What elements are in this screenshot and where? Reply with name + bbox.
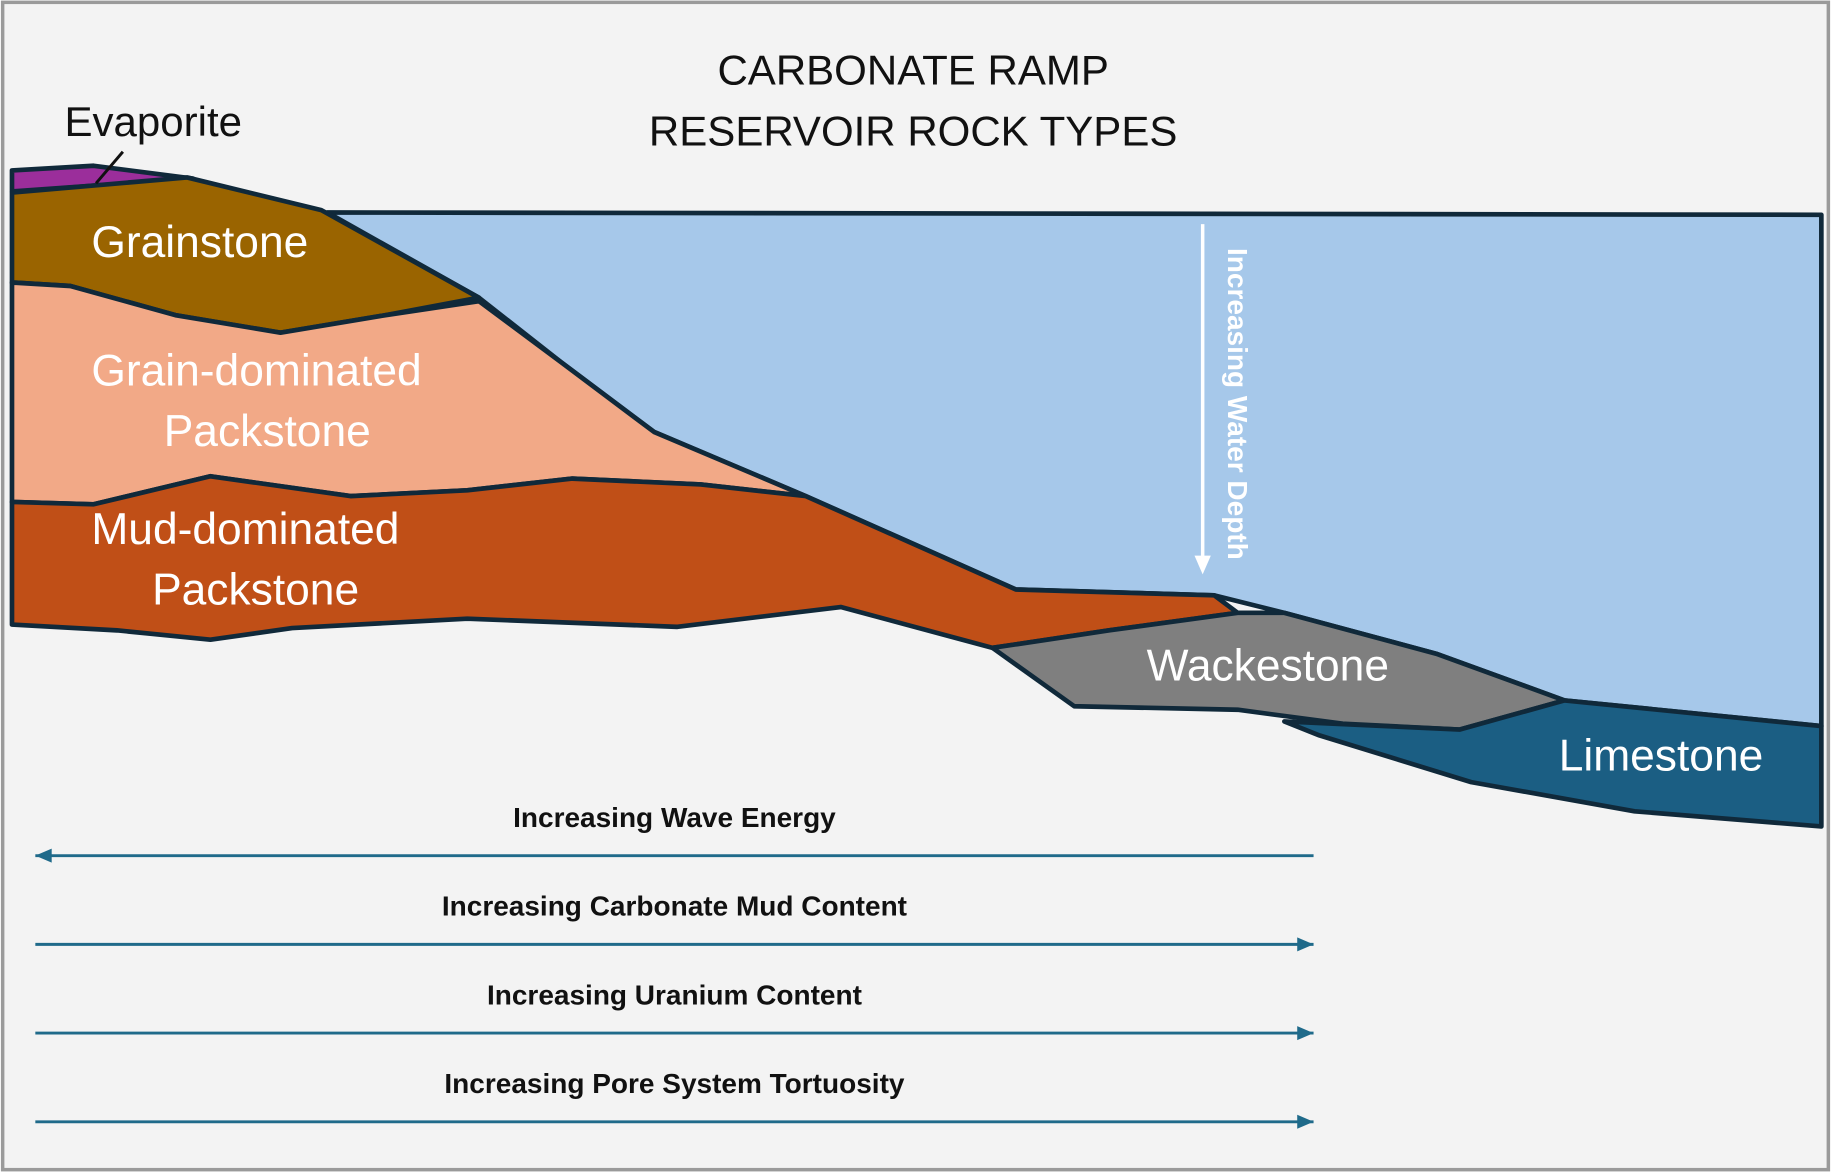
trend-arrowhead	[35, 848, 52, 863]
layer-label: Grain-dominated	[91, 346, 421, 395]
layer-label: Grainstone	[91, 218, 308, 267]
evaporite-pointer	[94, 150, 124, 185]
depth-label: Increasing Water Depth	[1222, 248, 1253, 560]
trend-arrowhead	[1297, 937, 1314, 952]
trend-label: Increasing Wave Energy	[513, 802, 836, 833]
layer-label: Limestone	[1559, 731, 1764, 780]
trend-arrowhead	[1297, 1026, 1314, 1041]
trend-label: Increasing Uranium Content	[487, 979, 862, 1010]
title-line: RESERVOIR ROCK TYPES	[649, 107, 1177, 154]
layer-label: Evaporite	[65, 98, 243, 145]
title-line: CARBONATE RAMP	[717, 47, 1108, 94]
layer-label: Packstone	[164, 407, 371, 456]
depth-arrowhead	[1194, 555, 1211, 575]
trend-label: Increasing Pore System Tortuosity	[444, 1068, 904, 1099]
trend-arrowhead	[1297, 1114, 1314, 1129]
layer-label: Wackestone	[1147, 642, 1389, 691]
layer-label: Packstone	[152, 566, 359, 615]
trend-label: Increasing Carbonate Mud Content	[442, 891, 907, 922]
limestone-layer	[1282, 698, 1824, 829]
layer-label: Mud-dominated	[91, 505, 399, 554]
